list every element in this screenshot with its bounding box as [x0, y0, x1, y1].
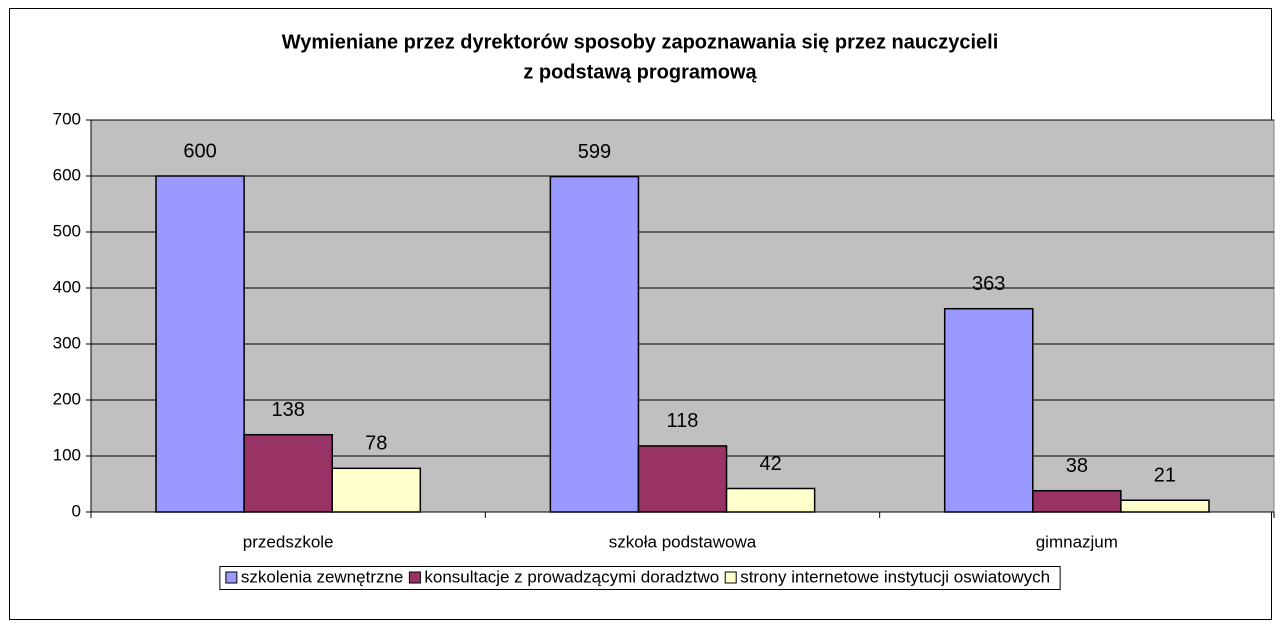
- bar: [943, 307, 1034, 513]
- legend-label: konsultacje z prowadzącymi doradztwo: [424, 567, 719, 586]
- y-tick-label: 200: [53, 389, 81, 408]
- data-label: 600: [183, 140, 216, 162]
- y-tick-label: 300: [53, 333, 81, 352]
- x-tick-label: przedszkole: [243, 532, 334, 551]
- data-label: 363: [972, 273, 1005, 295]
- data-label: 38: [1066, 455, 1088, 477]
- y-tick-label: 0: [72, 501, 81, 520]
- data-label: 42: [759, 453, 781, 475]
- bar: [1032, 489, 1122, 513]
- bar: [243, 433, 333, 513]
- y-tick-label: 400: [53, 277, 81, 296]
- data-label: 21: [1154, 465, 1176, 487]
- legend-swatch: [724, 571, 737, 584]
- y-tick-label: 500: [53, 221, 81, 240]
- bar: [331, 467, 422, 513]
- data-label: 599: [578, 141, 611, 163]
- bar: [1120, 499, 1210, 513]
- chart-title: z podstawą programową: [523, 61, 757, 83]
- legend-label: szkolenia zewnętrzne: [241, 567, 404, 586]
- legend-swatch: [225, 571, 238, 584]
- bar: [155, 175, 245, 513]
- legend-label: strony internetowe instytucji oswiatowyc…: [740, 567, 1050, 586]
- legend-box: [219, 566, 1061, 590]
- bar: [725, 487, 816, 513]
- data-label: 78: [365, 433, 387, 455]
- bar: [637, 445, 728, 513]
- x-tick-label: szkoła podstawowa: [609, 532, 757, 551]
- y-tick-label: 700: [53, 109, 81, 128]
- legend-swatch: [408, 571, 421, 584]
- y-tick-label: 600: [53, 165, 81, 184]
- bar: [549, 175, 640, 513]
- x-tick-label: gimnazjum: [1036, 532, 1118, 551]
- chart-title: Wymieniane przez dyrektorów sposoby zapo…: [282, 31, 999, 53]
- data-label: 138: [271, 399, 304, 421]
- data-label: 118: [667, 410, 699, 432]
- y-tick-label: 100: [53, 445, 81, 464]
